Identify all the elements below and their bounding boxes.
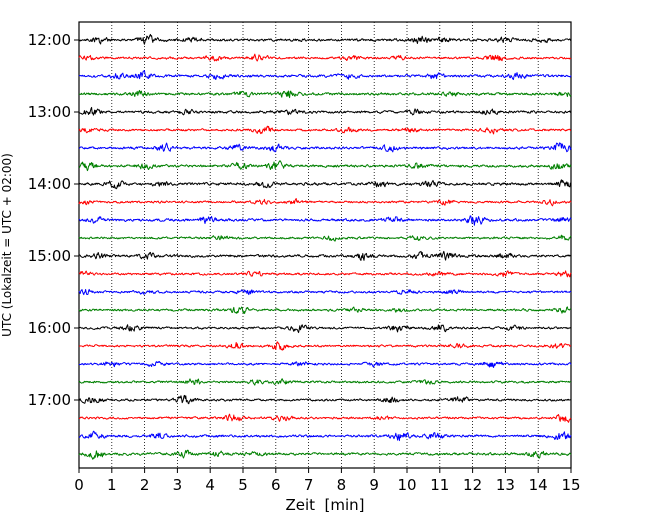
trace-line — [78, 430, 572, 442]
y-tick-label: 15:00 — [28, 247, 71, 265]
trace-line — [78, 449, 572, 460]
trace-line — [78, 341, 571, 351]
x-tick-label: 1 — [107, 476, 117, 494]
trace-line — [78, 142, 572, 153]
trace-line — [78, 69, 572, 81]
trace-line — [78, 394, 572, 405]
x-tick-label: 0 — [74, 476, 84, 494]
trace-line — [78, 53, 572, 62]
x-tick-label: 6 — [271, 476, 281, 494]
y-axis: 12:00 13:00 14:00 15:00 16:00 17:00 — [28, 31, 79, 409]
x-tick-label: 10 — [397, 476, 416, 494]
trace-line — [78, 234, 572, 242]
y-tick-label: 14:00 — [28, 175, 71, 193]
x-tick-label: 2 — [140, 476, 150, 494]
x-tick-label: 11 — [430, 476, 449, 494]
trace-line — [78, 160, 572, 172]
trace-line — [78, 378, 572, 386]
x-tick-label: 9 — [369, 476, 379, 494]
x-tick-label: 3 — [173, 476, 183, 494]
trace-line — [78, 125, 572, 135]
plot-frame — [78, 21, 572, 469]
x-tick-label: 15 — [561, 476, 580, 494]
trace-line — [78, 413, 572, 423]
x-grid — [111, 22, 539, 468]
y-tick-label: 17:00 — [28, 391, 71, 409]
x-tick-label: 7 — [304, 476, 314, 494]
x-axis-title: Zeit [min] — [285, 496, 364, 514]
x-tick-label: 4 — [205, 476, 215, 494]
trace-line — [78, 179, 572, 190]
x-tick-label: 8 — [337, 476, 347, 494]
trace-line — [78, 306, 572, 314]
trace-line — [78, 361, 572, 368]
x-tick-label: 5 — [238, 476, 248, 494]
trace-line — [78, 250, 572, 261]
x-tick-label: 13 — [496, 476, 515, 494]
y-axis-title: UTC (Lokalzeit = UTC + 02:00) — [0, 153, 14, 337]
x-tick-label: 14 — [529, 476, 548, 494]
trace-line — [78, 198, 572, 207]
trace-line — [78, 106, 572, 116]
y-tick-label: 13:00 — [28, 103, 71, 121]
y-tick-label: 16:00 — [28, 319, 71, 337]
trace-line — [78, 324, 572, 334]
trace-group — [78, 33, 572, 460]
y-tick-label: 12:00 — [28, 31, 71, 49]
trace-line — [78, 89, 572, 99]
trace-line — [78, 270, 572, 278]
x-tick-label: 12 — [463, 476, 482, 494]
trace-line — [78, 215, 572, 226]
trace-line — [78, 33, 572, 45]
trace-line — [78, 288, 572, 296]
x-axis: 0 1 2 3 4 5 6 7 8 9 10 11 12 13 14 15 — [74, 468, 581, 494]
